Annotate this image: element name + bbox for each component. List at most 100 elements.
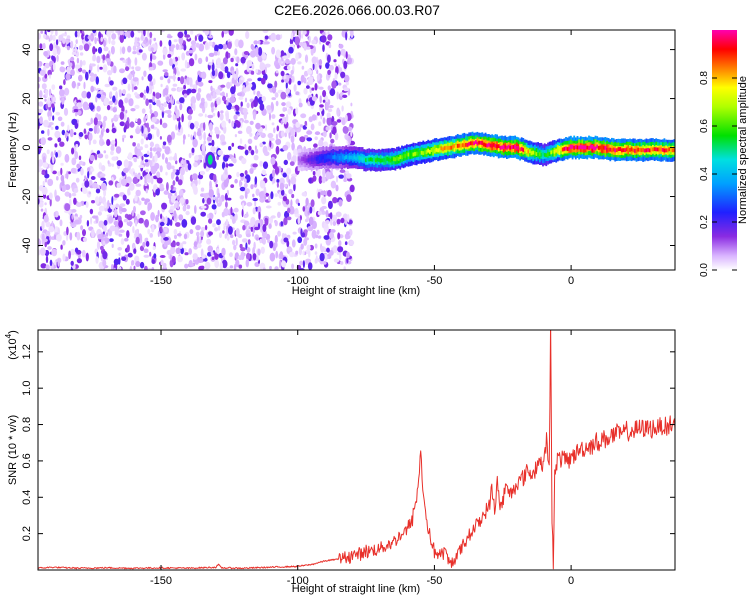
heatmap-speckle [320, 190, 326, 196]
heatmap-speckle [285, 81, 288, 90]
heatmap-speckle [217, 111, 220, 118]
heatmap-speckle [346, 214, 350, 223]
heatmap-signal-cell [460, 143, 462, 148]
heatmap-speckle [114, 138, 118, 148]
heatmap-speckle [177, 31, 184, 39]
heatmap-speckle [38, 159, 44, 167]
heatmap-speckle [177, 87, 182, 93]
heatmap-speckle [315, 234, 319, 239]
heatmap-speckle [211, 139, 215, 147]
heatmap-speckle [281, 102, 286, 107]
heatmap-speckle [228, 163, 234, 167]
heatmap-speckle [320, 246, 325, 253]
heatmap-speckle [45, 169, 48, 175]
heatmap-speckle [230, 86, 236, 95]
heatmap-speckle [311, 229, 317, 239]
heatmap-speckle [82, 101, 89, 111]
heatmap-speckle [343, 178, 347, 182]
heatmap-signal-cell [340, 155, 343, 160]
heatmap-speckle [306, 130, 313, 135]
heatmap-speckle [88, 191, 92, 195]
heatmap-speckle [159, 165, 163, 173]
spectrogram-ytick-label: 20 [21, 92, 33, 104]
heatmap-speckle [60, 61, 65, 65]
heatmap-speckle [216, 98, 220, 106]
heatmap-speckle [159, 118, 163, 126]
heatmap-speckle [216, 57, 221, 66]
heatmap-speckle [286, 247, 293, 251]
heatmap-speckle [144, 219, 150, 228]
heatmap-speckle [238, 146, 245, 150]
heatmap-speckle [185, 210, 190, 216]
heatmap-speckle [336, 91, 339, 100]
heatmap-speckle [89, 154, 95, 162]
heatmap-speckle [55, 195, 61, 202]
heatmap-speckle [224, 169, 228, 175]
heatmap-speckle [152, 85, 155, 90]
heatmap-speckle [193, 162, 199, 168]
heatmap-speckle [190, 96, 197, 105]
heatmap-speckle [68, 62, 73, 67]
heatmap-speckle [184, 59, 188, 69]
heatmap-speckle [290, 69, 294, 75]
heatmap-speckle [76, 57, 80, 64]
heatmap-speckle [129, 135, 134, 139]
heatmap-speckle [177, 76, 181, 82]
heatmap-speckle [60, 244, 63, 250]
heatmap-speckle [316, 229, 320, 235]
heatmap-speckle [331, 214, 338, 222]
heatmap-speckle [140, 176, 143, 180]
heatmap-speckle [295, 91, 300, 96]
heatmap-speckle [222, 95, 226, 102]
heatmap-speckle [47, 69, 52, 76]
heatmap-speckle [69, 248, 76, 256]
heatmap-speckle [245, 242, 248, 250]
heatmap-speckle [224, 233, 227, 239]
heatmap-speckle [122, 59, 127, 63]
heatmap-speckle [322, 117, 326, 124]
heatmap-speckle [49, 34, 53, 41]
heatmap-speckle [217, 202, 222, 207]
heatmap-speckle [235, 82, 241, 87]
heatmap-speckle [314, 243, 318, 249]
heatmap-signal-cell [455, 145, 457, 150]
heatmap-signal-cell [560, 146, 562, 151]
heatmap-speckle [104, 83, 111, 88]
heatmap-speckle [239, 186, 246, 192]
heatmap-signal-cell [537, 152, 539, 157]
heatmap-speckle [179, 197, 185, 205]
heatmap-speckle [40, 208, 44, 212]
heatmap-speckle [161, 111, 164, 119]
heatmap-speckle [38, 108, 43, 114]
heatmap-signal-cell [601, 146, 603, 151]
heatmap-speckle [231, 142, 235, 147]
heatmap-speckle [106, 30, 111, 38]
heatmap-speckle [145, 237, 149, 242]
heatmap-speckle [259, 196, 265, 203]
heatmap-speckle [320, 114, 323, 120]
heatmap-signal-cell [496, 144, 498, 149]
heatmap-signal-cell [440, 146, 443, 151]
heatmap-speckle [145, 168, 149, 173]
heatmap-speckle [212, 112, 216, 117]
heatmap-speckle [42, 162, 48, 169]
heatmap-speckle [210, 102, 214, 109]
heatmap-speckle [266, 105, 272, 111]
heatmap-speckle [175, 160, 178, 165]
heatmap-speckle [321, 205, 327, 210]
heatmap-speckle [126, 214, 133, 221]
heatmap-speckle [56, 150, 62, 158]
heatmap-speckle [189, 122, 195, 130]
snr-panel: -150 -100 -50 00.20.40.60.81.01.2 Height of… [4, 329, 676, 595]
heatmap-speckle [294, 36, 300, 46]
heatmap-speckle [200, 97, 205, 103]
heatmap-speckle [150, 124, 155, 129]
heatmap-speckle [300, 243, 304, 250]
heatmap-speckle [82, 60, 86, 66]
heatmap-speckle [268, 195, 271, 202]
heatmap-speckle [289, 251, 295, 258]
heatmap-speckle [247, 138, 253, 144]
heatmap-speckle [173, 39, 178, 43]
heatmap-signal-cell [417, 151, 420, 156]
heatmap-speckle [304, 208, 310, 218]
